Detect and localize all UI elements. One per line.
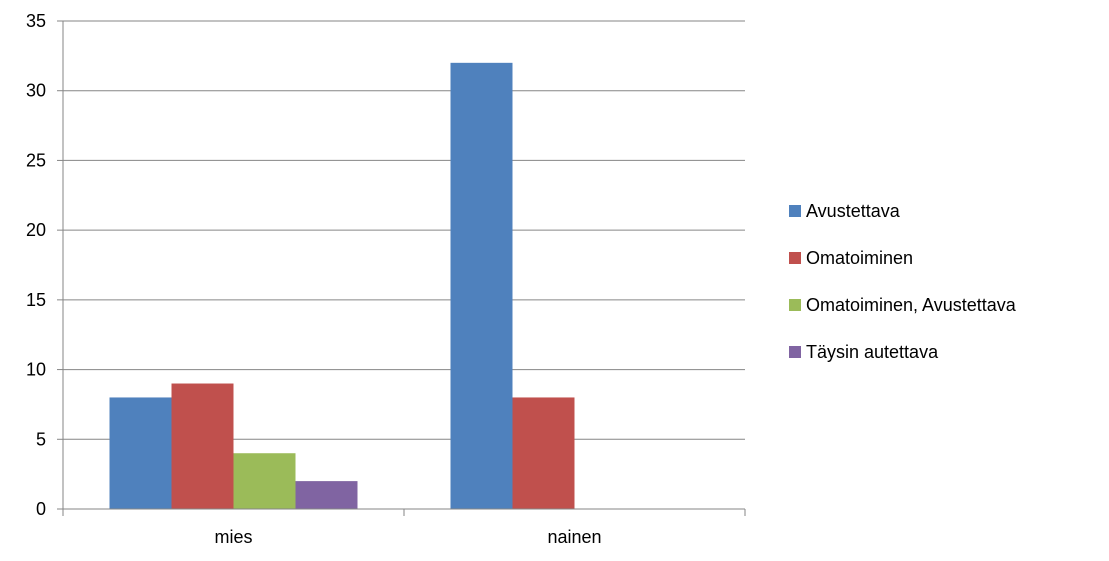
y-tick-label: 20: [26, 220, 46, 240]
bar: [295, 481, 358, 509]
y-tick-label: 15: [26, 290, 46, 310]
bar: [171, 383, 234, 509]
x-tick-label: mies: [214, 527, 252, 547]
x-tick-label: nainen: [547, 527, 601, 547]
gridlines: [63, 20, 745, 440]
bar: [233, 453, 296, 509]
y-tick-label: 30: [26, 81, 46, 101]
bar: [450, 62, 513, 509]
legend-label: Täysin autettava: [806, 342, 939, 362]
y-tick-label: 35: [26, 11, 46, 31]
y-tick-label: 25: [26, 150, 46, 170]
bar: [512, 397, 575, 509]
legend-label: Omatoiminen, Avustettava: [806, 295, 1017, 315]
bars: [109, 62, 575, 509]
y-tick-label: 10: [26, 360, 46, 380]
bar: [109, 397, 172, 509]
legend-label: Omatoiminen: [806, 248, 913, 268]
y-tick-label: 5: [36, 429, 46, 449]
legend-swatch: [789, 299, 801, 311]
legend: Avustettava Omatoiminen Omatoiminen, Avust…: [789, 201, 1017, 362]
axes: 0 5 10 15 20 25 30 35 mies nainen: [26, 11, 746, 547]
legend-swatch: [789, 346, 801, 358]
legend-swatch: [789, 252, 801, 264]
legend-label: Avustettava: [806, 201, 901, 221]
y-tick-label: 0: [36, 499, 46, 519]
legend-swatch: [789, 205, 801, 217]
